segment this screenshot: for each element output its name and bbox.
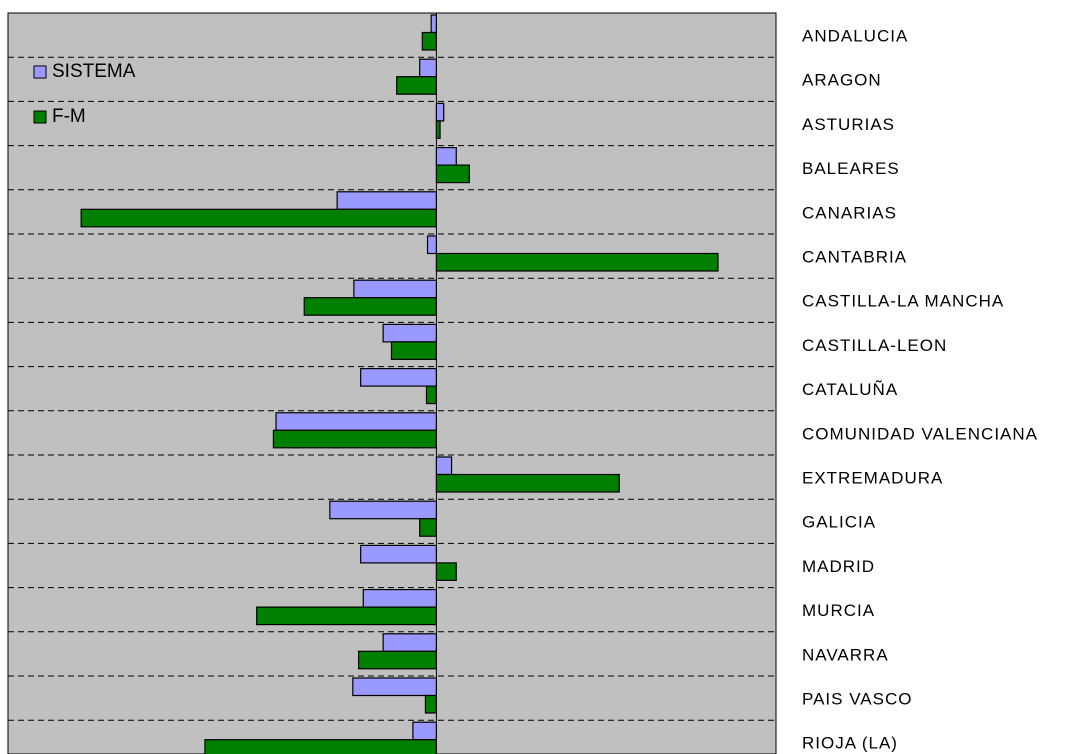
category-label: ASTURIAS — [802, 115, 895, 134]
category-label: CANTABRIA — [802, 247, 907, 266]
bar-f-m-9 — [425, 385, 438, 405]
category-label: CATALUÑA — [802, 380, 898, 399]
bar-sistema-6 — [426, 235, 438, 255]
category-label: CANARIAS — [802, 203, 897, 222]
category-label: RIOJA (LA) — [802, 734, 898, 753]
bar-f-m-17 — [204, 739, 438, 754]
category-label: MURCIA — [802, 601, 875, 620]
category-label: EXTREMADURA — [802, 468, 943, 487]
bar-sistema-7 — [353, 279, 438, 299]
bar-sistema-17 — [412, 721, 438, 741]
bar-sistema-14 — [362, 588, 438, 608]
bar-f-m-7 — [303, 297, 438, 316]
bar-f-m-8 — [390, 341, 438, 360]
category-label: PAIS VASCO — [802, 689, 912, 708]
bar-f-m-1 — [421, 31, 438, 51]
legend-label: SISTEMA — [52, 61, 136, 82]
bar-f-m-5 — [80, 208, 438, 228]
bar-sistema-10 — [275, 412, 438, 431]
category-label: CASTILLA-LA MANCHA — [802, 292, 1004, 311]
category-label: ANDALUCIA — [802, 26, 908, 45]
bar-f-m-15 — [357, 650, 438, 670]
bar-sistema-2 — [419, 58, 438, 78]
legend-swatch — [33, 65, 47, 79]
bar-f-m-16 — [424, 694, 438, 714]
legend-swatch — [33, 110, 47, 124]
bar-f-m-4 — [435, 164, 470, 184]
bar-sistema-5 — [336, 191, 438, 210]
category-label: NAVARRA — [802, 645, 889, 664]
bar-sistema-16 — [352, 677, 438, 697]
bar-f-m-6 — [435, 252, 719, 272]
bar-sistema-1 — [430, 14, 438, 34]
bar-sistema-9 — [360, 368, 438, 387]
bar-f-m-11 — [435, 473, 620, 493]
bar-sistema-13 — [360, 544, 438, 564]
bar-f-m-3 — [435, 120, 441, 140]
bar-f-m-10 — [272, 429, 438, 449]
legend-label: F-M — [52, 106, 86, 127]
category-label: ARAGON — [802, 71, 882, 90]
category-label: MADRID — [802, 557, 875, 576]
bar-f-m-13 — [435, 562, 457, 582]
legend: SISTEMA F-M — [33, 61, 136, 127]
bar-sistema-12 — [329, 500, 438, 520]
category-label: COMUNIDAD VALENCIANA — [802, 424, 1038, 443]
bar-f-m-12 — [419, 518, 438, 537]
bar-sistema-11 — [435, 456, 453, 476]
bars — [80, 14, 719, 754]
category-label: CASTILLA-LEON — [802, 336, 947, 355]
bar-f-m-14 — [256, 606, 438, 626]
bar-sistema-8 — [382, 323, 438, 343]
bar-sistema-15 — [382, 633, 438, 652]
category-label: BALEARES — [802, 159, 900, 178]
bar-sistema-3 — [435, 102, 445, 122]
bar-sistema-4 — [435, 147, 457, 166]
category-labels: ANDALUCIA ARAGON ASTURIAS BALEARES CANARIAS C… — [802, 26, 1038, 753]
gridlines — [8, 56, 776, 721]
category-label: GALICIA — [802, 513, 876, 532]
bar-f-m-2 — [396, 76, 438, 95]
